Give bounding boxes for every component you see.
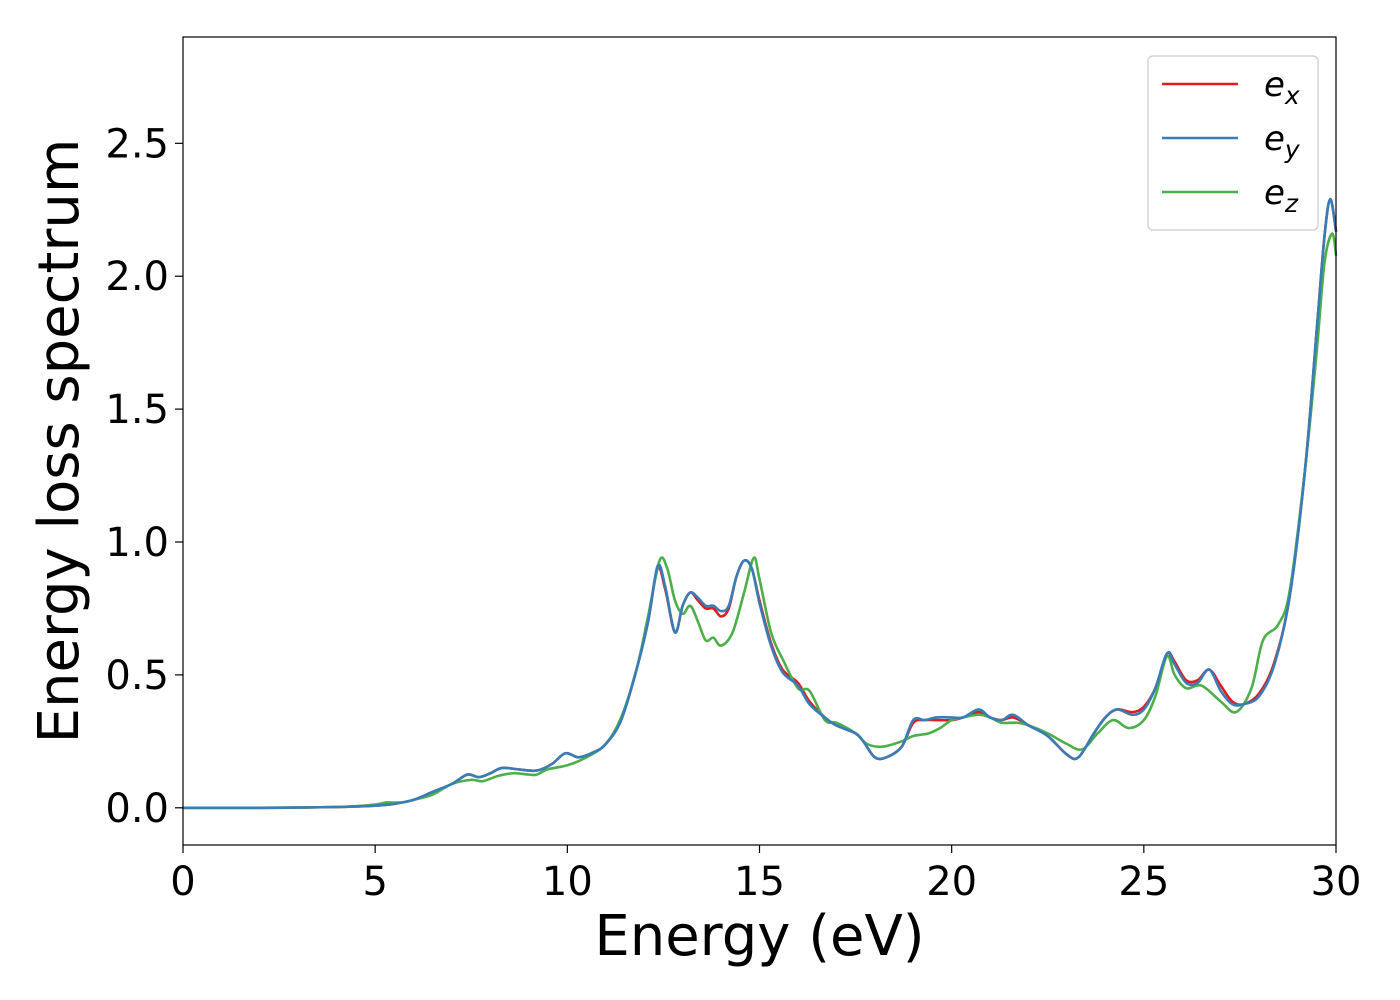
legend-item-e-z: ez (1162, 173, 1299, 218)
x-tick-label: 25 (1118, 859, 1169, 905)
legend-label: ex (1264, 65, 1300, 110)
y-tick-label: 1.0 (105, 520, 169, 566)
legend-label: ey (1264, 119, 1301, 164)
legend: ex ey ez (1147, 55, 1319, 231)
legend-box (1147, 55, 1319, 231)
series-lines (181, 197, 1338, 810)
x-tick-label: 10 (542, 859, 593, 905)
x-axis-ticks: 0 5 10 15 20 25 30 (170, 845, 1361, 905)
x-tick-label: 15 (734, 859, 785, 905)
x-tick-label: 0 (170, 859, 195, 905)
x-tick-label: 30 (1311, 859, 1362, 905)
series-line-e-y (181, 197, 1338, 810)
y-tick-label: 1.5 (105, 387, 169, 433)
y-tick-label: 0.5 (105, 653, 169, 699)
y-axis-title: Energy loss spectrum (27, 139, 92, 744)
legend-label: ez (1264, 173, 1299, 218)
legend-item-e-y: ey (1162, 119, 1301, 164)
y-tick-label: 2.0 (105, 254, 169, 300)
x-tick-label: 5 (362, 859, 387, 905)
y-tick-label: 2.5 (105, 121, 169, 167)
y-tick-label: 0.0 (105, 786, 169, 832)
x-axis-title: Energy (eV) (594, 904, 924, 969)
series-line-e-z (181, 232, 1338, 810)
legend-item-e-x: ex (1162, 65, 1300, 110)
x-tick-label: 20 (926, 859, 977, 905)
y-axis-ticks: 0.0 0.5 1.0 1.5 2.0 2.5 (105, 121, 183, 832)
